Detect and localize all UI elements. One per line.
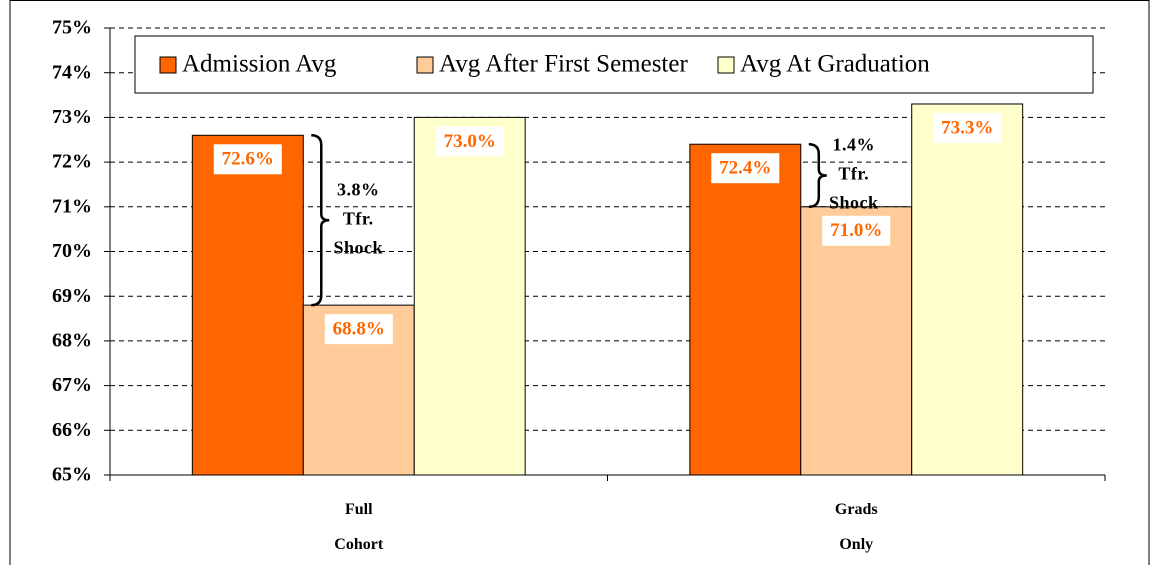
value-label: 73.0% [444, 131, 496, 152]
bar [191, 134, 304, 476]
legend-box [134, 35, 1094, 94]
value-label: 73.3% [941, 117, 993, 138]
brace [808, 142, 827, 209]
bar [689, 143, 802, 476]
x-tick-label: Grads Only [834, 501, 878, 553]
brace [311, 134, 330, 307]
value-label-box [213, 144, 282, 175]
value-label: 72.6% [222, 149, 274, 170]
y-tick-label: 75% [52, 17, 92, 39]
annotation: Shock [334, 237, 384, 257]
annotation: 1.4% [833, 135, 876, 155]
y-tick-label: 70% [52, 240, 92, 262]
value-label-box [324, 314, 393, 345]
y-tick-label: 69% [52, 285, 92, 307]
bar [911, 103, 1024, 476]
y-tick-label: 66% [52, 419, 92, 441]
legend-swatch [159, 56, 177, 74]
annotation: Tfr. [838, 164, 869, 184]
chart-frame [9, 0, 1150, 565]
annotation: 3.8% [337, 179, 380, 199]
annotation: Shock [829, 193, 879, 213]
value-label: 68.8% [333, 318, 385, 339]
legend-swatch [717, 56, 735, 74]
bar [413, 116, 526, 476]
y-tick-label: 73% [52, 106, 92, 128]
value-label-box [435, 126, 504, 157]
x-tick-label: Full Cohort [334, 501, 384, 553]
legend-label: Avg After First Semester [439, 51, 688, 78]
value-label: 71.0% [830, 220, 882, 241]
value-label-box [711, 153, 780, 184]
bar [800, 206, 913, 476]
y-tick-label: 71% [52, 195, 92, 217]
value-label-box [933, 112, 1002, 143]
legend-label: Avg At Graduation [740, 51, 930, 78]
y-tick-label: 68% [52, 329, 92, 351]
y-tick-label: 67% [52, 374, 92, 396]
y-tick-label: 72% [52, 151, 92, 173]
y-tick-label: 65% [52, 464, 92, 486]
legend-label: Admission Avg [182, 51, 337, 78]
value-label-box [822, 215, 891, 246]
annotation: Tfr. [343, 208, 374, 228]
y-tick-label: 74% [52, 61, 92, 83]
value-label: 72.4% [719, 158, 771, 179]
legend-swatch [416, 56, 434, 74]
